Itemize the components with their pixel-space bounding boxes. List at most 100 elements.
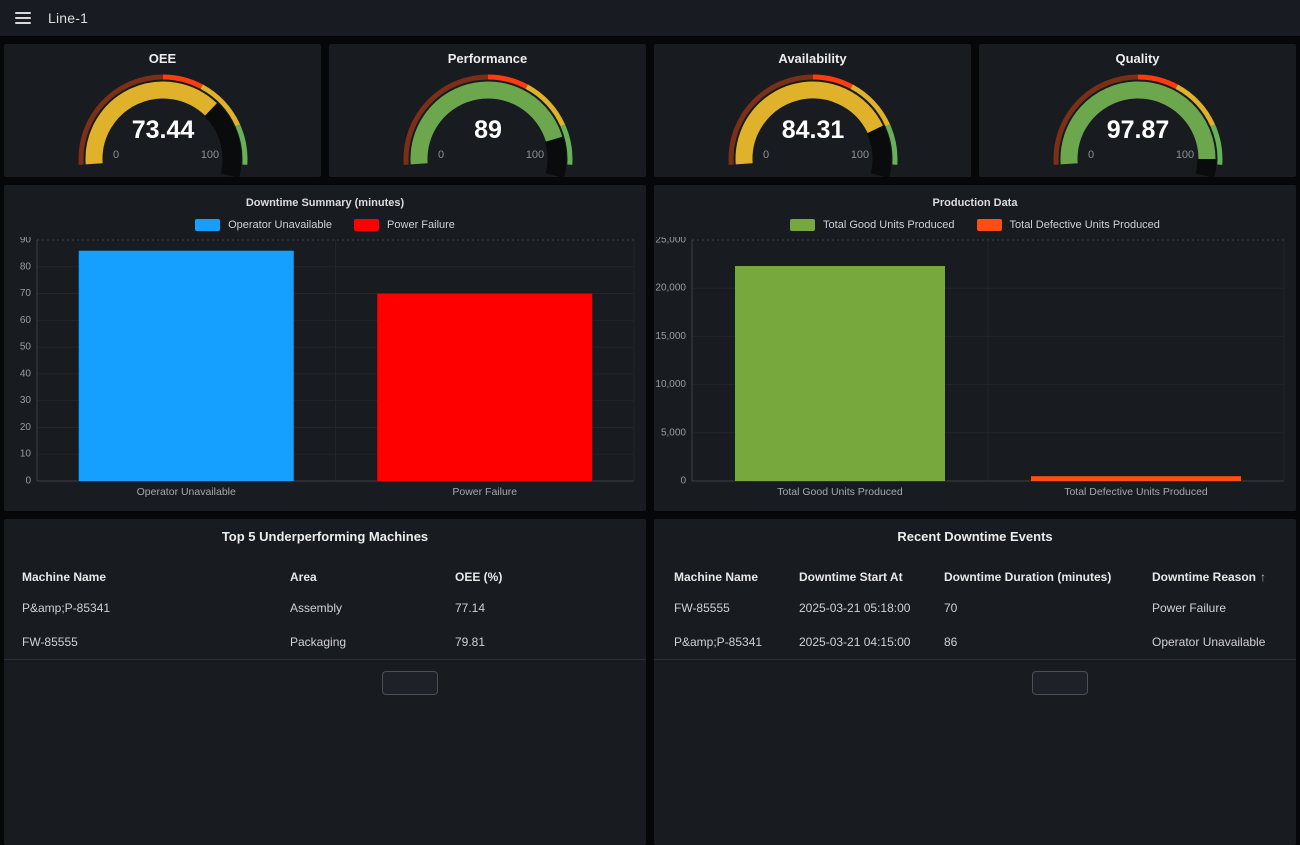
column-header-machine-name[interactable]: Machine Name	[22, 570, 107, 584]
gauge-threshold-band	[1137, 74, 1178, 89]
chart-title: Downtime Summary (minutes)	[245, 197, 405, 209]
gauge-threshold-band	[403, 74, 489, 165]
table-cell: Operator Unavailable	[1152, 635, 1266, 649]
performance-gauge: 89 0 100	[403, 74, 573, 177]
table-header-row: Machine Name Area OEE (%)	[4, 563, 646, 591]
table-cell: P&amp;P-85341	[674, 635, 763, 649]
panel-recent-downtime: Recent Downtime Events Machine Name Downt…	[654, 519, 1296, 845]
y-tick-label: 30	[20, 395, 32, 406]
y-tick-label: 20,000	[655, 283, 686, 294]
gauge-value-arc	[410, 81, 563, 165]
y-tick-label: 90	[20, 237, 32, 246]
gauge-remainder-arc	[866, 125, 892, 177]
gauge-max-label: 100	[851, 149, 869, 161]
table-cell: 2025-03-21 04:15:00	[799, 635, 911, 649]
gauge-max-label: 100	[526, 149, 544, 161]
gauge-remainder-arc	[544, 136, 567, 177]
gauge-title: Quality	[1115, 51, 1160, 66]
gauge-threshold-band	[812, 74, 853, 89]
downtime-bar-chart: 0 10 20 30 40 50 60 70 80 90 Operator Unavailable P…	[20, 235, 635, 498]
column-header-downtime-duration-minutes-[interactable]: Downtime Duration (minutes)	[944, 570, 1112, 584]
gauge-threshold-band	[235, 124, 248, 165]
legend-label: Total Defective Units Produced	[1009, 219, 1160, 231]
downtime-events-table: Machine Name Downtime Start At Downtime Du…	[654, 563, 1296, 660]
gauge-title: Availability	[778, 51, 847, 66]
chart-title: Production Data	[932, 197, 1018, 209]
bar-operator-unavailable[interactable]	[78, 250, 294, 481]
gauge-remainder-arc	[204, 102, 242, 177]
y-tick-label: 20	[20, 422, 32, 433]
hamburger-menu-icon[interactable]	[4, 0, 42, 36]
table-pagination-button[interactable]	[1032, 671, 1088, 695]
legend-swatch-icon	[354, 219, 380, 231]
table-header-row: Machine Name Downtime Start At Downtime Du…	[654, 563, 1296, 591]
y-tick-label: 0	[25, 476, 31, 487]
y-tick-label: 80	[20, 261, 32, 272]
table-cell: FW-85555	[22, 635, 78, 649]
column-header-oee-[interactable]: OEE (%)	[455, 570, 503, 584]
table-cell: 79.81	[455, 635, 486, 649]
panel-production-data: Production Data Total Good Units Produce…	[654, 185, 1296, 511]
table-row: FW-85555 Packaging 79.81	[4, 625, 646, 659]
bar-total-good-units-produced[interactable]	[735, 266, 945, 481]
y-tick-label: 0	[680, 476, 686, 487]
legend-label: Operator Unavailable	[228, 219, 333, 231]
table-cell: 2025-03-21 05:18:00	[799, 601, 911, 615]
gauge-value: 89	[474, 116, 502, 144]
panel-quality: Quality 97.87 0 100	[979, 44, 1296, 177]
table-row: FW-85555 2025-03-21 05:18:00 70 Power Failu…	[654, 591, 1296, 625]
gauge-threshold-band	[525, 84, 566, 127]
gauge-min-label: 0	[1088, 149, 1094, 161]
gauge-value: 73.44	[132, 116, 195, 144]
legend-item[interactable]: Power Failure	[354, 219, 455, 231]
y-tick-label: 15,000	[655, 331, 686, 342]
gauge-max-label: 100	[1176, 149, 1194, 161]
gauge-max-label: 100	[201, 149, 219, 161]
dashboard-title[interactable]: Line-1	[48, 10, 89, 26]
table-cell: Assembly	[290, 601, 343, 615]
table-title: Recent Downtime Events	[897, 529, 1053, 544]
legend-item[interactable]: Total Good Units Produced	[790, 219, 955, 231]
panel-performance: Performance 89 0 100	[329, 44, 646, 177]
legend-swatch-icon	[195, 219, 221, 231]
column-header-area[interactable]: Area	[290, 570, 317, 584]
gauge-threshold-band	[560, 124, 573, 165]
y-tick-label: 60	[20, 315, 32, 326]
legend-item[interactable]: Total Defective Units Produced	[976, 219, 1160, 231]
legend-swatch-icon	[976, 219, 1002, 231]
gauge-min-label: 0	[438, 149, 444, 161]
sort-asc-icon: ↑	[1260, 570, 1267, 584]
table-cell: FW-85555	[674, 601, 730, 615]
gauge-threshold-band	[200, 84, 241, 127]
table-pagination-button[interactable]	[382, 671, 438, 695]
y-tick-label: 10,000	[655, 379, 686, 390]
gauge-threshold-band	[1053, 74, 1139, 165]
gauge-value: 97.87	[1107, 116, 1170, 144]
gauge-remainder-arc	[1195, 158, 1217, 177]
gauge-value: 84.31	[782, 116, 845, 144]
legend-label: Power Failure	[387, 219, 455, 231]
x-category-label: Power Failure	[452, 486, 517, 498]
bar-power-failure[interactable]	[377, 293, 593, 481]
production-bar-chart: 0 5,000 10,000 15,000 20,000 25,000 Total Good…	[655, 235, 1285, 498]
gauge-threshold-band	[885, 124, 898, 165]
bar-total-defective-units-produced[interactable]	[1031, 476, 1241, 481]
column-header-machine-name[interactable]: Machine Name	[674, 570, 759, 584]
table-cell: 86	[944, 635, 958, 649]
column-header-downtime-start-at[interactable]: Downtime Start At	[799, 570, 903, 584]
gauge-threshold-band	[78, 74, 164, 165]
gauge-value-arc	[735, 81, 883, 165]
x-category-label: Total Defective Units Produced	[1064, 486, 1208, 498]
y-tick-label: 5,000	[661, 427, 686, 438]
column-header-downtime-reason[interactable]: Downtime Reason ↑	[1152, 570, 1267, 584]
table-body: P&amp;P-85341 Assembly 77.14 FW-85555 Packag…	[4, 591, 646, 660]
gauge-threshold-band	[1210, 124, 1223, 165]
legend-item[interactable]: Operator Unavailable	[195, 219, 332, 231]
y-tick-label: 40	[20, 368, 32, 379]
chart-legend: Operator Unavailable Power Failure	[4, 213, 646, 237]
y-tick-label: 10	[20, 449, 32, 460]
panel-top5-machines: Top 5 Underperforming Machines Machine N…	[4, 519, 646, 845]
gauge-value-arc	[1060, 81, 1216, 165]
legend-swatch-icon	[790, 219, 816, 231]
table-title: Top 5 Underperforming Machines	[221, 529, 429, 544]
